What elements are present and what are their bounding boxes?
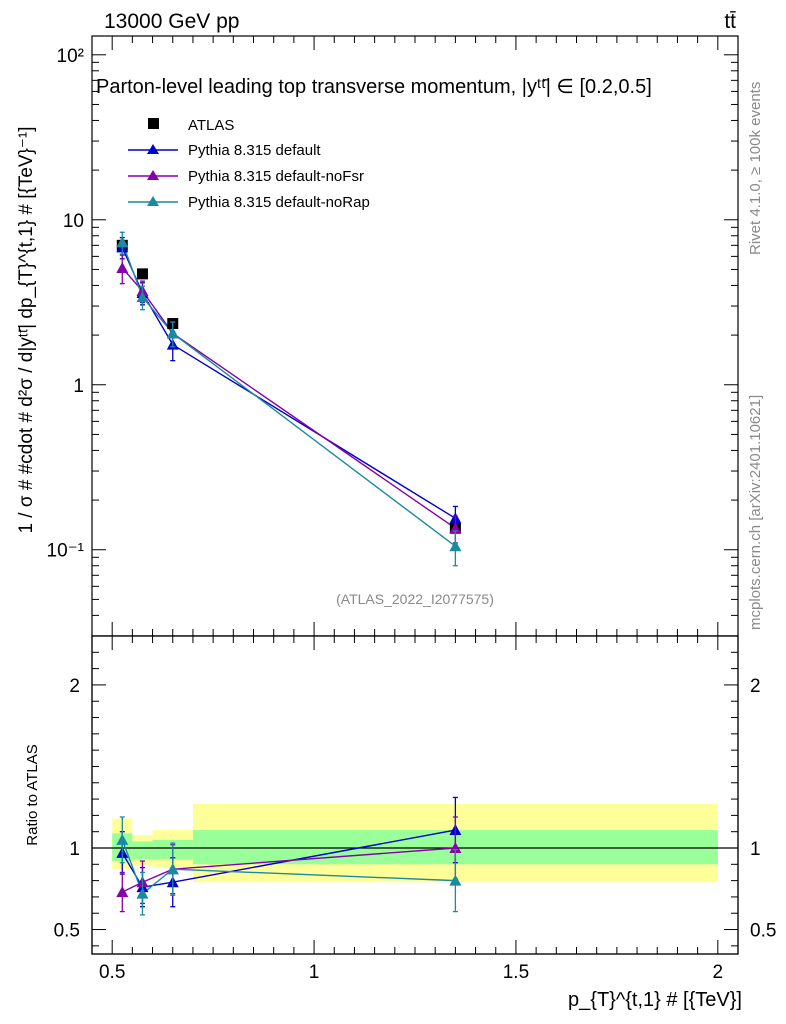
- series-marker-2: [136, 291, 149, 303]
- energy-label: 13000 GeV pp: [104, 10, 239, 33]
- atlas-data-point: [136, 268, 148, 280]
- series-marker-2: [166, 327, 179, 339]
- main-plot-marks: [116, 231, 462, 567]
- ratio-marker-2: [136, 887, 149, 899]
- analysis-watermark: (ATLAS_2022_I2077575): [336, 591, 494, 607]
- ratio-plot-ticks: 0.5 0.5 1 1 2 2 0.5 1 1.5 2: [54, 635, 776, 983]
- legend-label-default: Pythia 8.315 default: [188, 142, 321, 159]
- ratio-series-line-0: [121, 829, 456, 888]
- x-tick-label: 1: [309, 962, 320, 983]
- y-tick-label: 10⁻¹: [47, 541, 85, 562]
- ratio-plot-marks: [116, 796, 462, 916]
- x-tick-label: 2: [713, 962, 724, 983]
- legend-marker-default: [147, 144, 159, 154]
- legend-marker-atlas: [148, 118, 159, 129]
- main-plot-title: Parton-level leading top transverse mome…: [96, 76, 652, 98]
- legend: ATLAS Pythia 8.315 default Pythia 8.315 …: [128, 117, 370, 211]
- ratio-series-line-2: [121, 839, 456, 895]
- ratio-plot-panel: 0.5 0.5 1 1 2 2 0.5 1 1.5 2 Ratio to ATLAS p_{T}^…: [24, 635, 776, 1011]
- ratio-y-tick-label-left: 1: [69, 839, 80, 860]
- ratio-series-line-1: [121, 847, 456, 893]
- legend-label-nofsr: Pythia 8.315 default-noFsr: [188, 168, 364, 185]
- main-plot-frame: [91, 35, 739, 637]
- ratio-plot-ylabel: Ratio to ATLAS: [24, 744, 41, 845]
- series-marker-1: [449, 522, 462, 534]
- ratio-y-tick-label-right: 0.5: [750, 921, 776, 942]
- ratio-marker-1: [116, 886, 129, 898]
- ratio-marker-2: [449, 874, 462, 886]
- ratio-marker-2: [166, 863, 179, 875]
- ratio-marker-2: [116, 833, 129, 845]
- ratio-plot-frame: [91, 635, 739, 955]
- main-plot-panel: 10⁻¹ 1 10 10² Parton-level leading top tran…: [16, 35, 739, 637]
- series-marker-1: [116, 262, 129, 274]
- band-inner: [132, 841, 153, 860]
- main-plot-ylabel: 1 / σ # #cdot # d²σ / d|yᵗᵗ̄| dp_{T}^{t,…: [16, 126, 37, 533]
- ratio-y-tick-label-right: 1: [750, 839, 761, 860]
- ratio-y-tick-label-left: 0.5: [54, 921, 80, 942]
- y-tick-label: 10: [63, 211, 84, 232]
- legend-label-norap: Pythia 8.315 default-noRap: [188, 194, 370, 211]
- main-plot-ticks: 10⁻¹ 1 10 10²: [47, 36, 738, 637]
- ratio-y-tick-label-right: 2: [750, 676, 761, 697]
- legend-label-atlas: ATLAS: [188, 117, 234, 134]
- series-marker-2: [449, 540, 462, 552]
- y-tick-label: 1: [73, 376, 84, 397]
- ratio-marker-1: [449, 842, 462, 853]
- rivet-version-label: Rivet 4.1.0, ≥ 100k events: [747, 82, 764, 255]
- source-label: mcplots.cern.ch [arXiv:2401.10621]: [747, 395, 764, 630]
- series-line-2: [121, 242, 456, 547]
- y-tick-label: 10²: [57, 46, 84, 67]
- legend-marker-norap: [147, 196, 159, 206]
- series-line-1: [121, 267, 456, 529]
- process-label: tt̄: [724, 10, 736, 33]
- ratio-plot-frame-overlay: [91, 635, 739, 955]
- x-tick-label: 0.5: [99, 962, 125, 983]
- legend-marker-nofsr: [147, 170, 159, 180]
- x-tick-label: 1.5: [503, 962, 529, 983]
- ratio-y-tick-label-left: 2: [69, 676, 80, 697]
- x-axis-label: p_{T}^{t,1} # [{TeV}]: [568, 989, 742, 1011]
- series-marker-2: [116, 236, 129, 248]
